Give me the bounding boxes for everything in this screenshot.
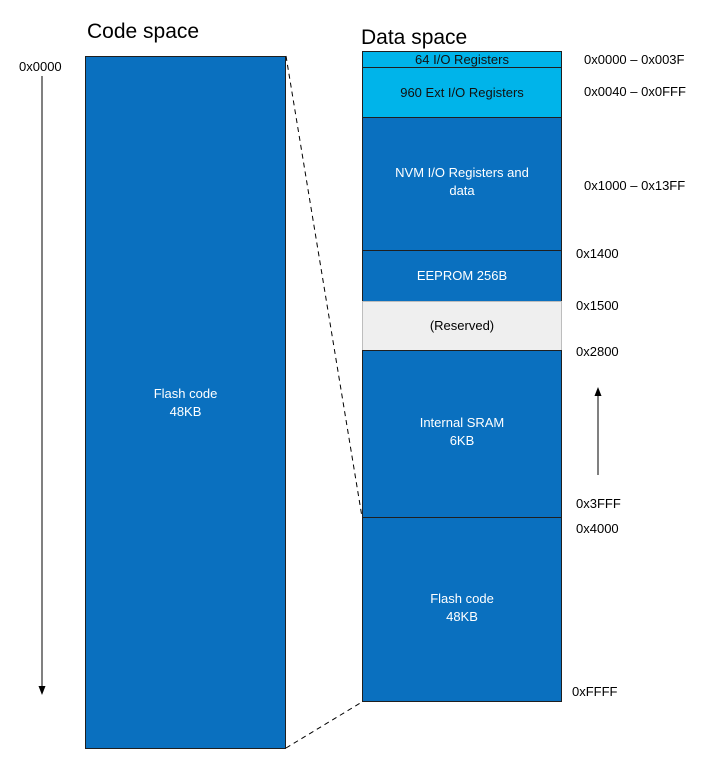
address-sram-end: 0x3FFF bbox=[576, 496, 621, 511]
address-range-nvm: 0x1000 – 0x13FF bbox=[584, 178, 686, 193]
io-registers-block: 64 I/O Registers bbox=[362, 51, 562, 68]
data-flash-block: Flash code 48KB bbox=[362, 517, 562, 702]
code-address-arrow bbox=[38, 76, 46, 695]
address-reserved: 0x1500 bbox=[576, 298, 619, 313]
eeprom-label: EEPROM 256B bbox=[416, 268, 508, 283]
data-space-title: Data space bbox=[361, 26, 468, 49]
io-registers-label: 64 I/O Registers bbox=[415, 51, 509, 67]
address-range-ext-io: 0x0040 – 0x0FFF bbox=[584, 84, 686, 99]
nvm-io-label-line1: NVM I/O Registers and bbox=[395, 165, 529, 180]
nvm-io-block: NVM I/O Registers and data bbox=[362, 117, 562, 251]
address-flash-end: 0xFFFF bbox=[572, 684, 618, 699]
sram-label: Internal SRAM bbox=[419, 415, 505, 430]
address-range-io: 0x0000 – 0x003F bbox=[584, 52, 685, 67]
eeprom-block: EEPROM 256B bbox=[362, 250, 562, 302]
ext-io-registers-label: 960 Ext I/O Registers bbox=[400, 84, 524, 100]
code-start-address: 0x0000 bbox=[19, 59, 62, 74]
code-flash-block: Flash code 48KB bbox=[85, 56, 286, 749]
address-sram-start: 0x2800 bbox=[576, 344, 619, 359]
code-flash-label: Flash code bbox=[153, 385, 218, 401]
data-flash-size: 48KB bbox=[446, 608, 478, 624]
address-eeprom: 0x1400 bbox=[576, 246, 619, 261]
sram-growth-arrow bbox=[594, 387, 602, 475]
sram-size: 6KB bbox=[449, 433, 475, 448]
code-space-title: Code space bbox=[87, 20, 200, 43]
nvm-io-label-line2: data bbox=[449, 183, 475, 198]
address-flash-start: 0x4000 bbox=[576, 521, 619, 536]
mapping-line-bottom bbox=[285, 701, 363, 749]
ext-io-registers-block: 960 Ext I/O Registers bbox=[362, 67, 562, 118]
mapping-line-top bbox=[285, 55, 363, 518]
reserved-label: (Reserved) bbox=[429, 318, 495, 333]
code-flash-size: 48KB bbox=[169, 403, 202, 419]
data-flash-label: Flash code bbox=[430, 590, 494, 606]
